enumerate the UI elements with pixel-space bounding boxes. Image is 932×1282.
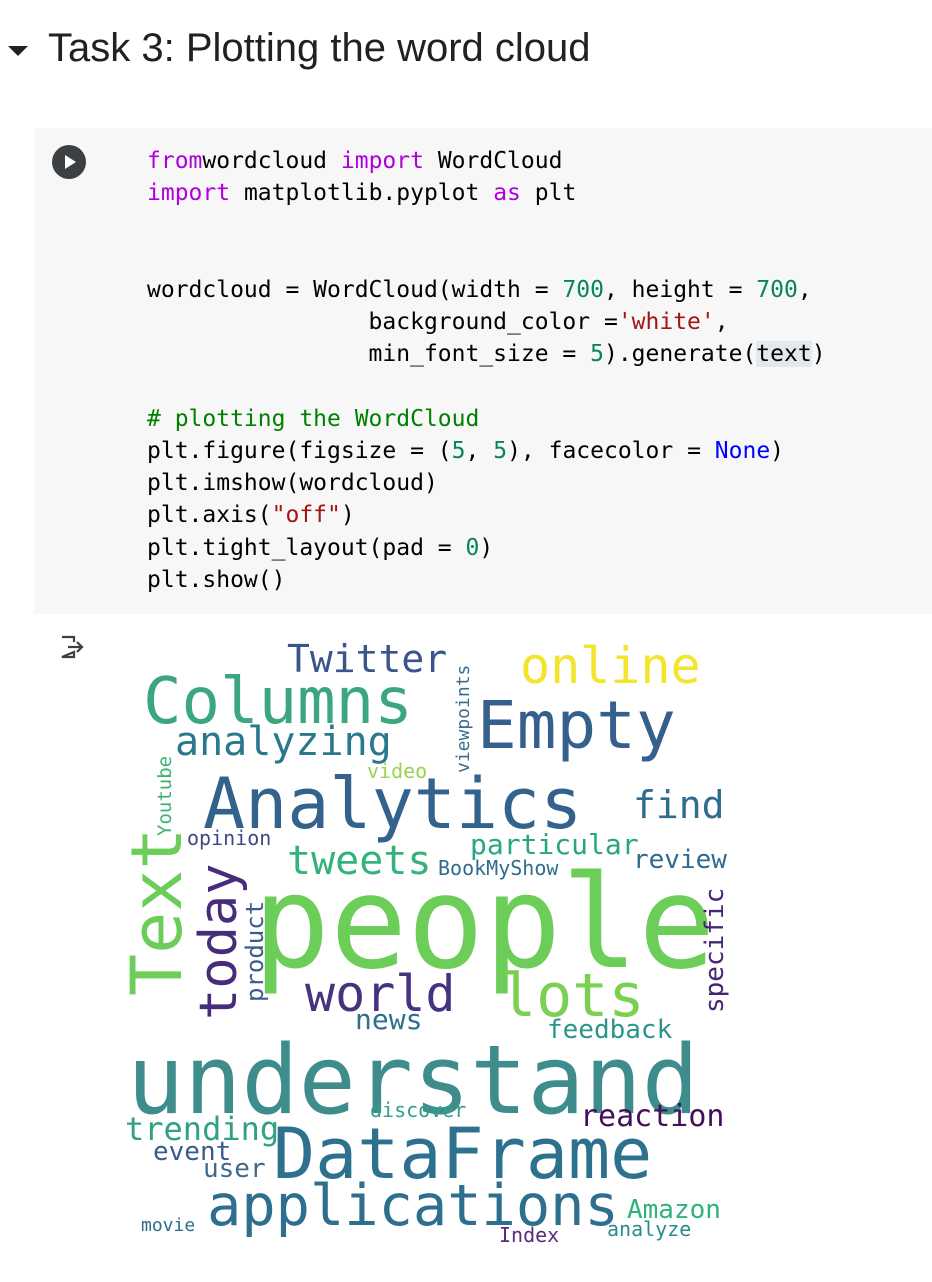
code-line: plt.axis("off")	[147, 499, 355, 531]
wordcloud-word: tweets	[287, 838, 432, 884]
wordcloud-word: analyzing	[175, 719, 392, 765]
code-token: )	[811, 341, 826, 367]
code-token: ,	[465, 438, 494, 464]
wordcloud-word: Twitter	[287, 637, 447, 681]
wordcloud-word: trending	[125, 1110, 279, 1148]
code-token: plt.axis(	[147, 502, 272, 528]
code-token: plt.imshow(wordcloud)	[147, 470, 438, 496]
wordcloud-word: Empty	[477, 687, 676, 764]
wordcloud-word: Columns	[143, 665, 413, 739]
code-line: # plotting the WordCloud	[147, 403, 479, 435]
wordcloud-word: news	[355, 1003, 422, 1036]
code-token: import	[340, 148, 424, 174]
code-token: )	[770, 438, 785, 464]
code-token: plt.figure(figsize = (	[147, 438, 452, 464]
wordcloud-word: people	[253, 849, 715, 998]
wordcloud-word: movie	[141, 1215, 195, 1236]
code-token: matplotlib.pyplot	[230, 180, 494, 206]
wordcloud-word: feedback	[547, 1015, 673, 1045]
code-token: 'white'	[617, 309, 715, 335]
code-line: import matplotlib.pyplot as plt	[147, 177, 576, 209]
code-token: ,	[714, 309, 729, 335]
code-token: WordCloud	[423, 148, 563, 174]
wordcloud-word: today	[189, 863, 249, 1020]
code-token: "off"	[271, 502, 341, 528]
code-token: plt.tight_layout(pad =	[147, 535, 466, 561]
wordcloud-word: analyze	[607, 1217, 691, 1241]
wordcloud-word: applications	[207, 1173, 619, 1239]
code-token: ).generate(	[603, 341, 757, 367]
code-token: import	[147, 180, 231, 206]
wordcloud-word: DataFrame	[273, 1113, 652, 1195]
code-token: plt	[520, 180, 577, 206]
code-token: as	[493, 180, 521, 206]
section-header: Task 3: Plotting the word cloud	[0, 18, 932, 82]
code-token: ,	[797, 277, 812, 303]
code-token: min_font_size =	[147, 341, 591, 367]
code-line: plt.show()	[147, 564, 285, 596]
code-token: text	[756, 341, 812, 367]
wordcloud-word: review	[633, 845, 727, 875]
wordcloud-word: online	[520, 637, 701, 695]
caret-down-icon[interactable]	[6, 40, 30, 60]
code-token: 700	[562, 277, 604, 303]
output-icon[interactable]	[58, 634, 86, 660]
code-cell[interactable]: fromwordcloud import WordCloud import mat…	[34, 128, 932, 614]
wordcloud-word: opinion	[187, 826, 271, 850]
wordcloud-word: Amazon	[627, 1195, 721, 1225]
wordcloud-word: world	[305, 965, 456, 1023]
code-token: plt.show()	[147, 567, 286, 593]
code-line: min_font_size = 5).generate(text)	[147, 338, 826, 370]
wordcloud-word: Youtube	[154, 756, 176, 836]
code-line: background_color ='white',	[147, 306, 729, 338]
code-token: 0	[465, 535, 480, 561]
code-token: )	[340, 502, 355, 528]
code-token: wordcloud	[202, 148, 341, 174]
code-line: plt.tight_layout(pad = 0)	[147, 532, 493, 564]
wordcloud-word: discover	[370, 1098, 466, 1122]
code-line: fromwordcloud import WordCloud	[147, 145, 562, 177]
play-icon	[65, 155, 76, 169]
code-token: wordcloud = WordCloud(width =	[147, 277, 563, 303]
code-token: 5	[493, 438, 508, 464]
code-line: plt.imshow(wordcloud)	[147, 467, 438, 499]
wordcloud-word: lots	[500, 961, 645, 1031]
code-token: 5	[590, 341, 604, 367]
wordcloud-word: BookMyShow	[438, 856, 559, 880]
wordcloud-word: particular	[470, 828, 639, 861]
code-line: wordcloud = WordCloud(width = 700, heigh…	[147, 274, 812, 306]
code-token: 700	[756, 277, 798, 303]
wordcloud-word: Analytics	[203, 763, 582, 845]
code-token: # plotting the WordCloud	[147, 406, 480, 432]
code-token: from	[147, 148, 203, 174]
wordcloud-word: specific	[700, 888, 730, 1013]
wordcloud-word: event	[153, 1137, 231, 1167]
code-token: )	[479, 535, 494, 561]
wordcloud-output: people understand Analytics Text Columns Empt…	[115, 628, 745, 1248]
wordcloud-word: user	[203, 1154, 266, 1184]
section-title: Task 3: Plotting the word cloud	[48, 26, 591, 70]
wordcloud-word: video	[367, 759, 427, 783]
wordcloud-word: reaction	[580, 1099, 725, 1134]
wordcloud-word: Text	[116, 827, 198, 996]
wordcloud-word: find	[633, 783, 725, 827]
wordcloud-word: product	[241, 901, 269, 1002]
run-cell-button[interactable]	[52, 145, 86, 179]
code-token: 5	[451, 438, 466, 464]
wordcloud-word: Index	[499, 1223, 559, 1247]
code-token: , height =	[603, 277, 757, 303]
code-token: background_color =	[147, 309, 618, 335]
code-line: plt.figure(figsize = (5, 5), facecolor =…	[147, 435, 784, 467]
code-token: ), facecolor =	[507, 438, 715, 464]
wordcloud-word: understand	[127, 1026, 699, 1136]
code-token: None	[714, 438, 771, 464]
wordcloud-word: viewpoints	[453, 665, 474, 773]
